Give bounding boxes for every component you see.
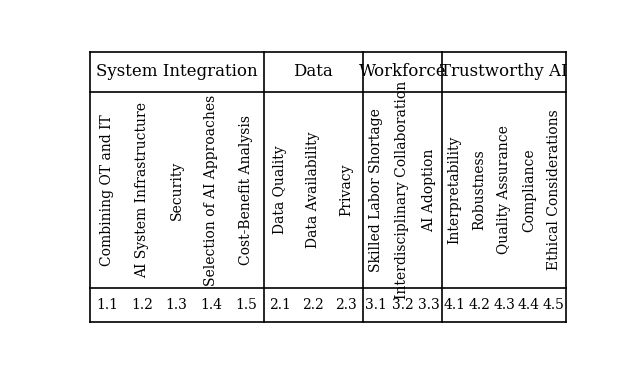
Text: 1.4: 1.4 <box>200 298 223 312</box>
Text: Interpretability: Interpretability <box>447 136 461 244</box>
Text: System Integration: System Integration <box>96 64 257 80</box>
Text: Quality Assurance: Quality Assurance <box>497 126 511 254</box>
Text: Interdisciplinary Collaboration: Interdisciplinary Collaboration <box>396 81 410 299</box>
Text: Cost-Benefit Analysis: Cost-Benefit Analysis <box>239 115 253 265</box>
Text: Combining OT and IT: Combining OT and IT <box>100 114 115 266</box>
Text: 4.3: 4.3 <box>493 298 515 312</box>
Text: Security: Security <box>170 160 184 220</box>
Text: Privacy: Privacy <box>339 164 353 216</box>
Text: 1.2: 1.2 <box>131 298 153 312</box>
Text: Workforce: Workforce <box>358 64 446 80</box>
Text: 4.1: 4.1 <box>444 298 465 312</box>
Text: 4.2: 4.2 <box>468 298 490 312</box>
Text: AI System Infrastructure: AI System Infrastructure <box>135 102 149 278</box>
Text: 3.2: 3.2 <box>392 298 413 312</box>
Text: Trustworthy AI: Trustworthy AI <box>440 64 568 80</box>
Text: Data: Data <box>293 64 333 80</box>
Text: Data Quality: Data Quality <box>273 146 287 234</box>
Text: 1.5: 1.5 <box>236 298 257 312</box>
Text: 1.3: 1.3 <box>166 298 188 312</box>
Text: 4.4: 4.4 <box>518 298 540 312</box>
Text: 4.5: 4.5 <box>543 298 564 312</box>
Text: Data Availability: Data Availability <box>306 132 320 248</box>
Text: Robustness: Robustness <box>472 150 486 230</box>
Text: 3.3: 3.3 <box>418 298 440 312</box>
Text: 2.2: 2.2 <box>302 298 324 312</box>
Text: Ethical Considerations: Ethical Considerations <box>547 110 561 270</box>
Text: 2.3: 2.3 <box>335 298 357 312</box>
Text: 3.1: 3.1 <box>365 298 387 312</box>
Text: Selection of AI Approaches: Selection of AI Approaches <box>204 94 218 285</box>
Text: Compliance: Compliance <box>522 148 536 232</box>
Text: Skilled Labor Shortage: Skilled Labor Shortage <box>369 108 383 272</box>
Text: 2.1: 2.1 <box>269 298 291 312</box>
Text: AI Adoption: AI Adoption <box>422 148 436 232</box>
Text: 1.1: 1.1 <box>96 298 118 312</box>
